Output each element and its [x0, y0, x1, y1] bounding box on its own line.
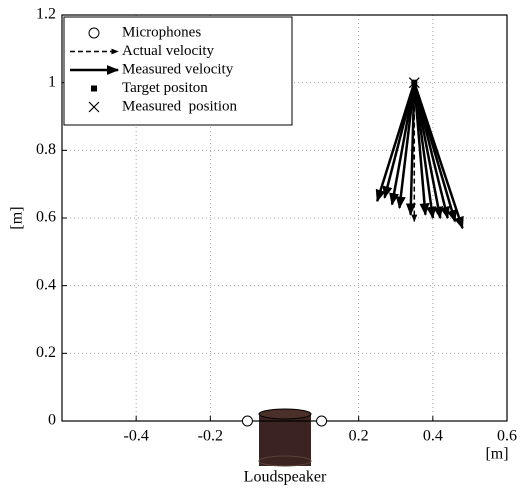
loudspeaker	[258, 408, 312, 467]
y-tick-label: 0.4	[36, 276, 56, 293]
y-tick-label: 0	[48, 412, 56, 429]
x-tick-label: -0.2	[198, 428, 223, 445]
legend-label: Actual velocity	[122, 43, 215, 59]
measured-velocity-arrow	[382, 82, 416, 199]
y-axis-label: [m]	[9, 206, 26, 229]
microphone	[241, 415, 253, 427]
measured-velocity-arrow	[389, 82, 416, 206]
legend-box	[63, 16, 293, 126]
legend-symbol	[91, 85, 97, 92]
legend-label: Measured velocity	[122, 61, 234, 77]
x-axis-label: [m]	[485, 446, 508, 463]
x-tick-label: -0.4	[124, 428, 149, 445]
plot-frame	[61, 14, 508, 422]
legend-symbol	[88, 101, 100, 113]
legend-label: Measured position	[122, 98, 237, 114]
x-tick-label: 0.4	[423, 428, 443, 445]
legend-symbol	[88, 27, 100, 39]
measured-velocity-arrow	[395, 82, 416, 210]
y-tick-label: 1.2	[36, 6, 56, 23]
measured-velocity-arrow	[405, 82, 416, 216]
legend-label: Target positon	[122, 80, 208, 96]
legend-label: Microphones	[122, 24, 201, 40]
microphone	[316, 415, 328, 427]
annotation: Loudspeaker	[244, 469, 327, 486]
y-tick-label: 0.2	[36, 344, 56, 361]
y-tick-label: 1	[48, 73, 56, 90]
y-tick-label: 0.6	[36, 209, 56, 226]
measured-position	[408, 77, 420, 89]
legend: Microphones Actual velocity Measured veloc…	[63, 16, 293, 126]
x-tick-label: 0.6	[497, 428, 517, 445]
measured-velocity-arrow	[413, 82, 464, 230]
x-tick-label: 0.2	[349, 428, 369, 445]
y-tick-label: 0.8	[36, 141, 56, 158]
